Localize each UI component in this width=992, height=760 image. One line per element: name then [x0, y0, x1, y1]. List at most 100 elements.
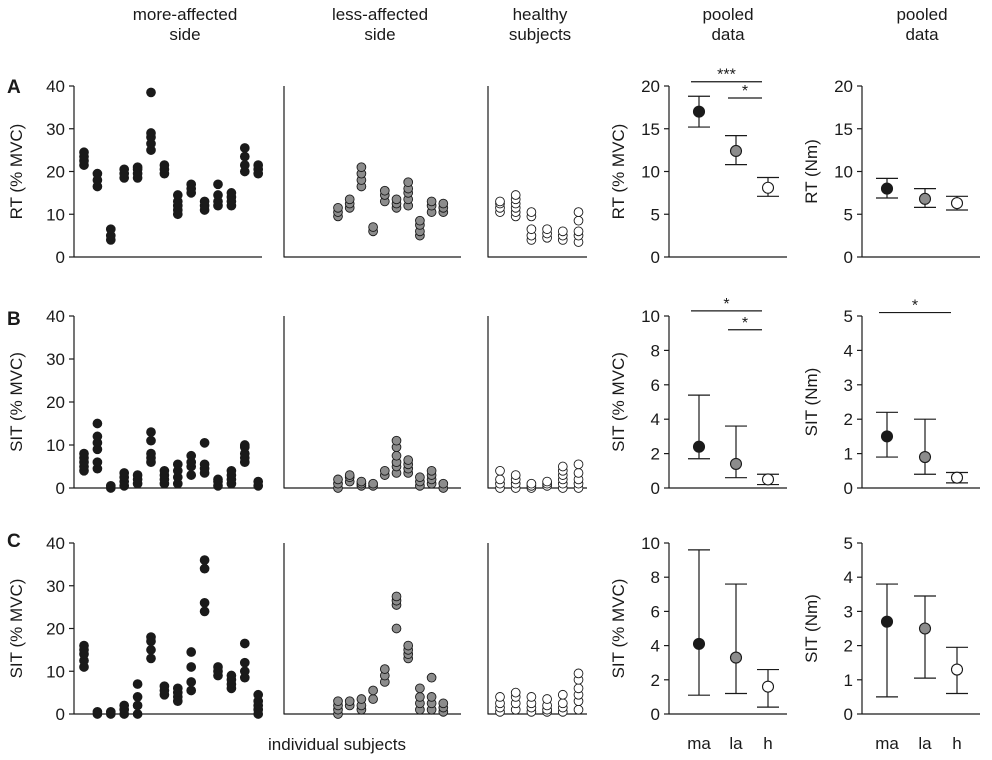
y-tick-label: 5 — [844, 205, 853, 224]
data-point — [159, 681, 170, 692]
y-tick-label: 40 — [46, 534, 65, 553]
data-point — [526, 224, 537, 235]
y-axis-label: SIT (% MVC) — [609, 579, 628, 679]
data-point — [356, 694, 367, 704]
data-point — [573, 226, 584, 237]
y-tick-label: 30 — [46, 350, 65, 369]
data-point — [368, 694, 378, 704]
data-point — [146, 448, 156, 459]
data-point — [199, 597, 210, 608]
significance-label: * — [742, 83, 748, 100]
data-point — [368, 478, 378, 489]
subpanel-healthy-subjects — [487, 86, 587, 258]
y-axis-label: SIT (% MVC) — [609, 352, 628, 452]
data-point — [159, 465, 170, 476]
data-point — [199, 563, 210, 574]
x-tick-label: h — [952, 734, 961, 753]
data-point — [356, 476, 367, 487]
x-tick-label: la — [729, 734, 743, 753]
data-point — [146, 87, 156, 98]
y-tick-label: 20 — [46, 163, 65, 182]
y-tick-label: 4 — [844, 341, 853, 360]
data-point — [132, 162, 143, 173]
data-point — [119, 700, 130, 711]
y-axis-label: RT (% MVC) — [7, 124, 26, 220]
significance-label: *** — [717, 67, 736, 84]
data-point — [379, 185, 390, 196]
subpanel-less-affected-side — [283, 316, 461, 493]
mean-marker — [761, 680, 775, 693]
y-tick-label: 20 — [46, 393, 65, 412]
data-point — [391, 450, 402, 461]
column-header: pooled data — [896, 5, 947, 44]
y-tick-label: 1 — [844, 445, 853, 464]
data-point — [199, 606, 210, 617]
data-point — [391, 194, 402, 205]
y-axis-label: SIT (Nm) — [802, 594, 821, 663]
data-point — [344, 194, 355, 205]
data-point — [426, 196, 437, 207]
y-tick-label: 15 — [641, 120, 660, 139]
row-letter: B — [7, 309, 21, 330]
y-tick-label: 3 — [844, 602, 853, 621]
panel-C-pooled-mvc: 0 2 4 6 8 10 SIT (% MVC) ma la h — [609, 534, 787, 753]
data-point — [573, 459, 584, 470]
x-tick-label: ma — [687, 734, 711, 753]
column-header: more-affected side — [133, 5, 238, 44]
data-point — [542, 476, 552, 487]
data-point — [239, 160, 250, 170]
data-point — [239, 638, 250, 649]
data-point — [199, 459, 210, 470]
data-point — [368, 222, 378, 232]
mean-marker — [880, 430, 894, 443]
mean-marker — [918, 192, 932, 205]
y-axis-label: RT (Nm) — [802, 139, 821, 204]
data-point — [438, 698, 449, 709]
column-header-line: less-affected — [332, 5, 428, 24]
data-point — [495, 465, 505, 476]
data-point — [92, 168, 103, 179]
y-axis-label: SIT (% MVC) — [7, 352, 26, 452]
x-axis-label: individual subjects — [268, 735, 406, 754]
data-point — [146, 435, 156, 446]
mean-marker — [880, 615, 894, 628]
y-tick-label: 4 — [651, 410, 660, 429]
row-letters: A B C — [7, 77, 21, 552]
data-point — [542, 224, 552, 235]
data-point — [132, 692, 143, 702]
y-tick-label: 6 — [651, 602, 660, 621]
data-point — [92, 431, 103, 442]
data-point — [199, 555, 210, 565]
data-point — [495, 474, 505, 485]
panel-C-pooled-nm: 0 1 2 3 4 5 SIT (Nm) ma la h — [802, 534, 980, 753]
data-point — [379, 664, 390, 674]
data-point — [526, 478, 537, 489]
data-point — [573, 215, 584, 226]
data-point — [146, 645, 156, 655]
y-tick-label: 20 — [834, 77, 853, 96]
y-tick-label: 5 — [844, 307, 853, 326]
data-point — [172, 459, 183, 470]
data-point — [186, 647, 197, 657]
subpanel-more-affected-side: 0 10 20 30 40 — [46, 77, 264, 267]
y-tick-label: 1 — [844, 671, 853, 690]
data-point — [542, 694, 552, 704]
y-tick-label: 4 — [844, 568, 853, 587]
x-tick-label: la — [918, 734, 932, 753]
data-point — [213, 190, 223, 200]
mean-marker — [918, 450, 932, 464]
data-point — [92, 418, 103, 429]
data-point — [79, 448, 89, 459]
data-point — [557, 226, 568, 237]
mean-marker — [918, 622, 932, 635]
data-point — [573, 207, 584, 217]
data-point — [239, 666, 250, 677]
y-tick-label: 20 — [641, 77, 660, 96]
panel-C-individual: SIT (% MVC) 0 10 20 30 40 — [7, 534, 587, 724]
y-tick-label: 0 — [56, 248, 65, 267]
significance-label: * — [742, 315, 748, 332]
data-point — [172, 683, 183, 694]
data-point — [438, 478, 449, 489]
